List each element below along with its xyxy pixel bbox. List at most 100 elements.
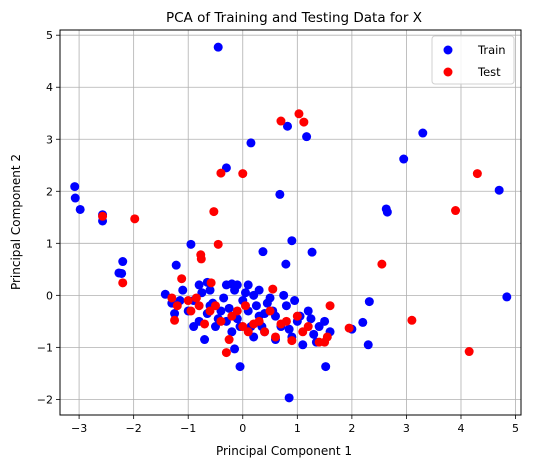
test-point [276, 319, 286, 329]
train-point [302, 132, 312, 142]
y-axis-label: Principal Component 2 [9, 154, 23, 290]
legend: Train Test [431, 35, 515, 85]
test-point [206, 278, 216, 288]
x-tick-label: 1 [294, 422, 301, 435]
y-tick-label: 4 [46, 81, 53, 94]
y-tick-label: 1 [46, 237, 53, 250]
test-point [238, 169, 248, 179]
test-point [265, 306, 275, 316]
train-point [298, 340, 308, 350]
grid-lines [60, 30, 521, 415]
train-point [249, 290, 259, 300]
test-point [118, 278, 128, 288]
train-point [213, 42, 223, 52]
test-point [268, 284, 278, 294]
train-point [279, 290, 289, 300]
test-point [209, 207, 219, 217]
test-point [464, 347, 474, 357]
test-point [221, 348, 231, 358]
x-tick-label: −1 [180, 422, 196, 435]
train-point [284, 393, 294, 403]
train-point [240, 288, 250, 298]
test-point [194, 301, 204, 311]
train-point [290, 296, 300, 306]
test-point [298, 327, 308, 337]
train-point [309, 329, 319, 339]
train-point [494, 185, 504, 195]
train-point [230, 344, 240, 354]
test-point [294, 109, 304, 119]
train-point [320, 316, 330, 326]
test-point [216, 168, 226, 178]
y-tick-label: −1 [37, 341, 53, 354]
x-tick-label: 3 [403, 422, 410, 435]
test-point [322, 332, 332, 342]
train-point [251, 301, 261, 311]
y-axis-ticks: −2 −1 0 1 2 3 4 5 [37, 29, 60, 406]
train-point [418, 128, 428, 138]
test-point [191, 293, 201, 303]
test-point [377, 259, 387, 269]
test-point [451, 206, 461, 216]
train-point [200, 335, 210, 345]
train-point [118, 257, 128, 267]
x-axis-ticks: −3 −2 −1 0 1 2 3 4 5 [71, 415, 519, 435]
train-point [205, 285, 215, 295]
test-point [407, 315, 417, 325]
y-tick-label: 3 [46, 133, 53, 146]
train-point [70, 182, 80, 192]
test-point [130, 214, 140, 224]
y-tick-label: −2 [37, 393, 53, 406]
train-point [382, 207, 392, 217]
train-point [243, 280, 253, 290]
train-point [160, 289, 170, 299]
train-point [281, 301, 291, 311]
test-point [200, 319, 210, 329]
test-point [167, 293, 177, 303]
test-legend-label: Test [477, 65, 501, 79]
y-tick-label: 2 [46, 185, 53, 198]
x-tick-label: −2 [126, 422, 142, 435]
test-point [276, 116, 286, 126]
test-point [186, 306, 196, 316]
test-point [254, 316, 264, 326]
train-point [275, 189, 285, 199]
x-tick-label: −3 [71, 422, 87, 435]
train-point [219, 293, 229, 303]
test-point [325, 301, 335, 311]
test-point [183, 296, 193, 306]
train-point [227, 327, 237, 337]
test-point [224, 335, 234, 345]
test-point [196, 254, 206, 264]
test-point [98, 211, 108, 221]
train-point [502, 292, 512, 302]
test-point [240, 301, 250, 311]
train-point [306, 314, 316, 324]
train-point [230, 285, 240, 295]
x-tick-label: 2 [348, 422, 355, 435]
train-point [307, 247, 317, 257]
train-point [186, 239, 196, 249]
test-point [213, 239, 223, 249]
train-point [282, 121, 292, 131]
train-point [171, 260, 181, 270]
train-point [114, 268, 124, 278]
train-point [221, 280, 231, 290]
y-tick-label: 0 [46, 289, 53, 302]
x-tick-label: 4 [457, 422, 464, 435]
test-point [292, 311, 302, 321]
test-point [270, 332, 280, 342]
train-point [303, 306, 313, 316]
test-point [260, 327, 270, 337]
train-point [287, 236, 297, 246]
x-tick-label: 0 [239, 422, 246, 435]
train-point [364, 297, 374, 307]
train-point [246, 138, 256, 148]
train-point [70, 193, 80, 203]
test-point [170, 315, 180, 325]
chart-title: PCA of Training and Testing Data for X [166, 10, 422, 26]
train-point [224, 303, 234, 313]
train-legend-label: Train [477, 43, 506, 57]
test-point [344, 323, 354, 333]
